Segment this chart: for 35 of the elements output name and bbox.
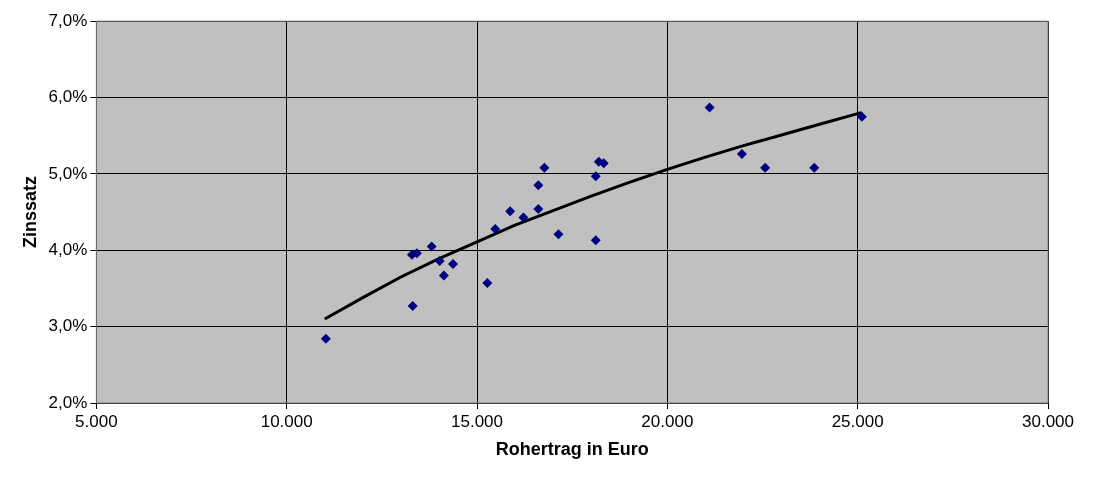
- y-tick-label: 4,0%: [48, 239, 88, 259]
- point: [533, 204, 544, 215]
- point: [704, 102, 715, 113]
- point: [539, 162, 550, 173]
- point: [438, 270, 449, 281]
- x-tick-label: 10.000: [260, 411, 313, 431]
- y-tick-label: 3,0%: [48, 316, 88, 336]
- point: [505, 206, 516, 217]
- point: [736, 149, 747, 160]
- x-tick-label: 30.000: [1022, 411, 1074, 431]
- x-axis-title: Rohertrag in Euro: [495, 439, 649, 460]
- point: [590, 171, 601, 182]
- point: [533, 180, 544, 191]
- x-tick-label: 20.000: [641, 411, 694, 431]
- point: [482, 278, 493, 289]
- point: [760, 162, 771, 173]
- y-axis-title: Zinssatz: [19, 176, 40, 249]
- point: [320, 333, 331, 344]
- point: [434, 255, 445, 266]
- y-tick-label: 5,0%: [48, 163, 88, 183]
- x-tick-label: 15.000: [451, 411, 504, 431]
- point: [407, 301, 418, 312]
- y-tick-label: 7,0%: [48, 10, 88, 30]
- point: [518, 212, 529, 223]
- point: [553, 229, 564, 240]
- point: [856, 111, 867, 122]
- y-tick-label: 6,0%: [48, 87, 88, 107]
- point: [590, 235, 601, 246]
- point: [490, 223, 501, 234]
- x-tick-label: 5.000: [75, 411, 118, 431]
- point: [426, 241, 437, 252]
- point: [809, 162, 820, 173]
- y-tick-label: 2,0%: [48, 392, 88, 412]
- x-tick-label: 25.000: [831, 411, 884, 431]
- point: [448, 259, 459, 270]
